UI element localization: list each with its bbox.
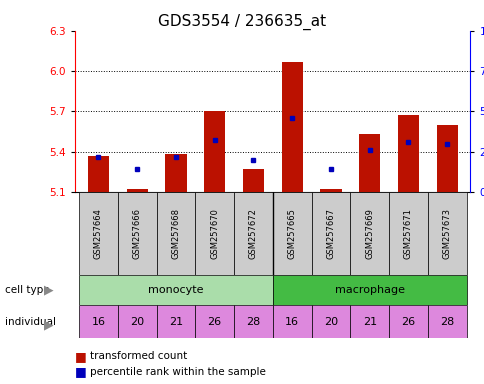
Bar xyxy=(281,61,302,192)
Bar xyxy=(272,275,466,305)
Bar xyxy=(272,305,311,338)
Text: 16: 16 xyxy=(285,316,299,327)
Bar xyxy=(156,305,195,338)
Bar xyxy=(234,192,272,275)
Bar xyxy=(79,305,118,338)
Bar xyxy=(349,192,388,275)
Text: GSM257672: GSM257672 xyxy=(248,208,257,259)
Bar xyxy=(427,305,466,338)
Bar xyxy=(388,192,427,275)
Bar xyxy=(156,192,195,275)
Bar xyxy=(388,305,427,338)
Text: 26: 26 xyxy=(401,316,415,327)
Bar xyxy=(195,192,234,275)
Bar xyxy=(397,115,418,192)
Bar xyxy=(118,305,156,338)
Bar xyxy=(118,192,156,275)
Bar xyxy=(79,192,118,275)
Text: monocyte: monocyte xyxy=(148,285,203,295)
Text: ■: ■ xyxy=(75,350,87,363)
Bar xyxy=(311,305,349,338)
Bar xyxy=(195,305,234,338)
Text: 20: 20 xyxy=(130,316,144,327)
Text: GSM257666: GSM257666 xyxy=(133,208,141,259)
Text: individual: individual xyxy=(5,317,56,327)
Bar xyxy=(242,169,264,192)
Bar xyxy=(358,134,379,192)
Text: 16: 16 xyxy=(91,316,105,327)
Text: GSM257664: GSM257664 xyxy=(94,208,103,259)
Text: 26: 26 xyxy=(207,316,221,327)
Text: macrophage: macrophage xyxy=(334,285,404,295)
Text: 20: 20 xyxy=(323,316,337,327)
Text: GDS3554 / 236635_at: GDS3554 / 236635_at xyxy=(158,13,326,30)
Bar xyxy=(126,189,148,192)
Bar xyxy=(165,154,186,192)
Bar xyxy=(204,111,225,192)
Bar xyxy=(427,192,466,275)
Text: transformed count: transformed count xyxy=(90,351,187,361)
Bar xyxy=(349,305,388,338)
Text: 21: 21 xyxy=(168,316,182,327)
Bar xyxy=(272,192,311,275)
Bar xyxy=(319,189,341,192)
Bar xyxy=(234,305,272,338)
Text: GSM257668: GSM257668 xyxy=(171,208,180,259)
Bar xyxy=(88,156,109,192)
Text: percentile rank within the sample: percentile rank within the sample xyxy=(90,367,265,377)
Bar xyxy=(436,125,457,192)
Text: GSM257670: GSM257670 xyxy=(210,208,219,259)
Text: 21: 21 xyxy=(362,316,376,327)
Text: GSM257669: GSM257669 xyxy=(364,208,374,259)
Text: GSM257667: GSM257667 xyxy=(326,208,335,259)
Bar xyxy=(311,192,349,275)
Text: GSM257665: GSM257665 xyxy=(287,208,296,259)
Text: GSM257671: GSM257671 xyxy=(403,208,412,259)
Text: 28: 28 xyxy=(246,316,260,327)
Bar xyxy=(79,275,272,305)
Text: cell type: cell type xyxy=(5,285,49,295)
Text: ■: ■ xyxy=(75,365,87,378)
Text: GSM257673: GSM257673 xyxy=(442,208,451,259)
Text: ▶: ▶ xyxy=(44,283,53,296)
Text: ▶: ▶ xyxy=(44,318,53,331)
Text: 28: 28 xyxy=(439,316,454,327)
